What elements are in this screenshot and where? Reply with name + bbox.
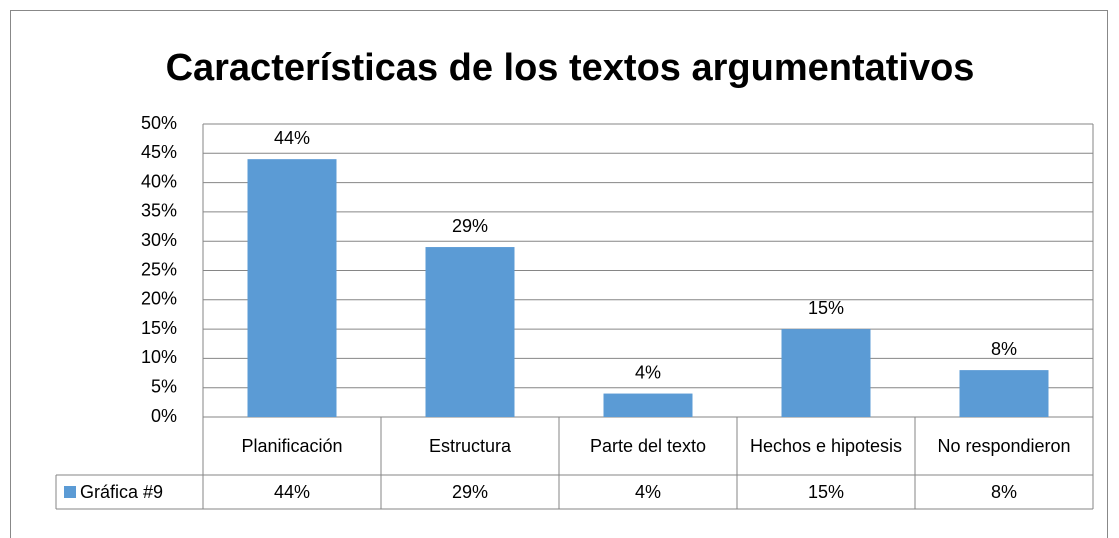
data-label: 44% — [274, 128, 310, 148]
y-tick-label: 40% — [141, 171, 177, 191]
table-value: 29% — [452, 482, 488, 502]
x-tick-label-box: Parte del texto — [589, 436, 707, 456]
bar — [781, 329, 871, 417]
y-tick-label: 45% — [141, 142, 177, 162]
x-tick-label-box: Hechos e hipotesis — [749, 436, 903, 456]
y-tick-label: 25% — [141, 259, 177, 279]
x-tick-label-box: Estructura — [428, 436, 512, 456]
x-tick-label-box: Planificación — [241, 436, 343, 456]
table-value: 44% — [274, 482, 310, 502]
x-tick-label: Planificación — [241, 436, 343, 456]
table-value: 8% — [991, 482, 1017, 502]
y-tick-label: 5% — [151, 376, 177, 396]
legend-key — [64, 486, 76, 498]
data-label: 4% — [635, 362, 661, 382]
bar — [425, 247, 515, 417]
data-label: 8% — [991, 339, 1017, 359]
x-tick-label-box: No respondieron — [937, 436, 1071, 456]
bar — [603, 393, 693, 417]
bar — [247, 159, 337, 417]
legend-label: Gráfica #9 — [80, 482, 163, 502]
data-label: 29% — [452, 216, 488, 236]
y-tick-label: 0% — [151, 406, 177, 426]
x-tick-label: Estructura — [428, 436, 512, 456]
table-value: 15% — [808, 482, 844, 502]
x-tick-label: Parte del texto — [589, 436, 707, 456]
y-tick-label: 15% — [141, 318, 177, 338]
bar — [959, 370, 1049, 417]
y-tick-label: 30% — [141, 230, 177, 250]
x-tick-label: No respondieron — [937, 436, 1071, 456]
y-tick-label: 50% — [141, 113, 177, 133]
y-tick-label: 20% — [141, 289, 177, 309]
data-label: 15% — [808, 298, 844, 318]
y-tick-label: 35% — [141, 201, 177, 221]
table-value: 4% — [635, 482, 661, 502]
x-tick-label: Hechos e hipotesis — [749, 436, 903, 456]
chart-title: Características de los textos argumentat… — [166, 47, 975, 89]
y-tick-label: 10% — [141, 347, 177, 367]
